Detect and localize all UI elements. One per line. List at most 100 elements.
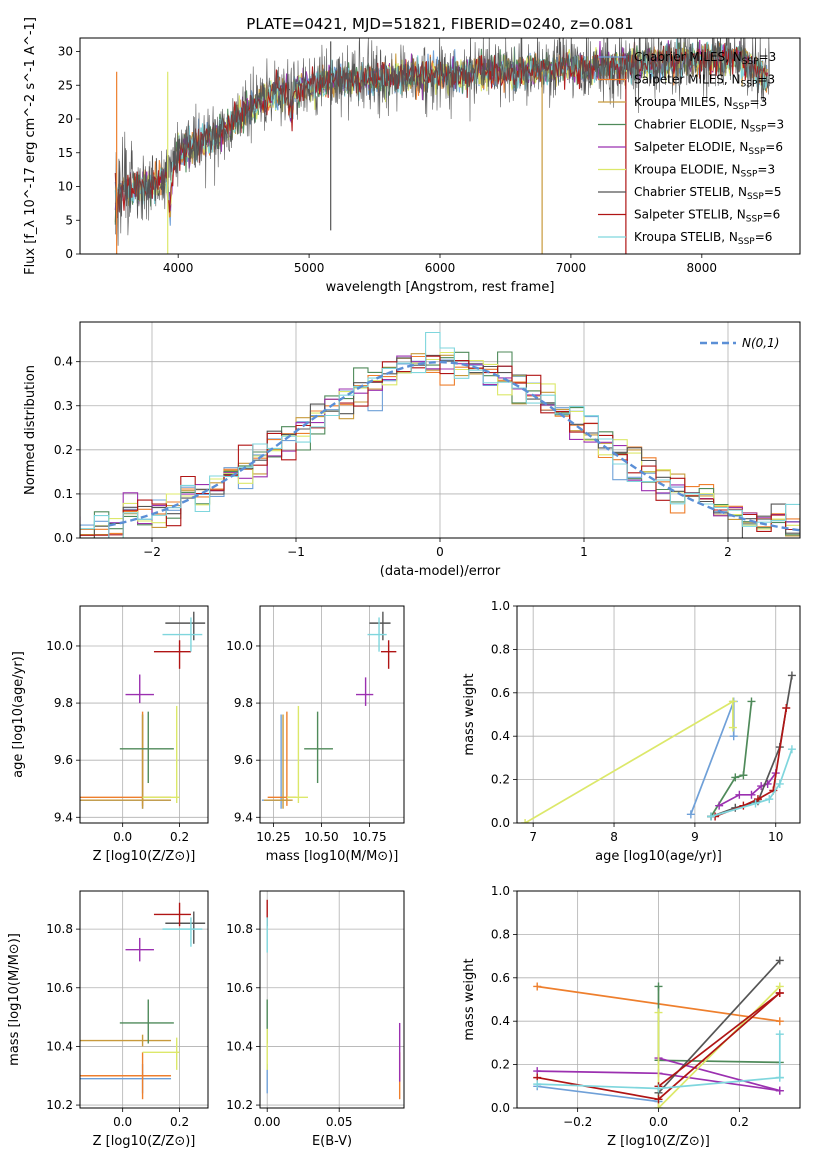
x-axis-label: (data-model)/error	[380, 564, 501, 579]
weight-line	[658, 1057, 781, 1092]
weight-line	[710, 701, 753, 817]
weight-marker	[775, 1017, 784, 1026]
legend-entry: Chabrier MILES, NSSP=3	[634, 50, 776, 67]
y-tick-label: 0.1	[54, 487, 73, 501]
weight-marker	[729, 732, 738, 741]
legend-entry: Kroupa ELODIE, NSSP=3	[634, 163, 775, 180]
weight-marker	[728, 723, 737, 732]
weight-marker	[753, 795, 762, 804]
x-tick-label: 8000	[687, 261, 718, 275]
x-tick-label: 0.2	[170, 830, 189, 844]
y-tick-label: 0.8	[491, 927, 510, 941]
weight-marker	[707, 812, 716, 821]
plot-area	[80, 611, 206, 809]
y-axis-label: mass [log10(M/M⊙)]	[7, 933, 22, 1066]
x-axis-label: Z [log10(Z/Z⊙)]	[607, 1134, 710, 1149]
y-tick-label: 0.3	[54, 399, 73, 413]
panel-mass-vs-Z: 0.0 0.2 10.2 10.4 10.6 10.8 Z [log10(Z/Z⊙)] mas…	[7, 890, 209, 1149]
y-tick-label: 10.0	[46, 639, 73, 653]
weight-marker	[747, 697, 756, 706]
legend: Chabrier MILES, NSSP=3 Salpeter MILES, NS…	[598, 50, 784, 247]
y-tick-label: 9.4	[54, 810, 73, 824]
legend-entry: Salpeter MILES, NSSP=3	[634, 73, 775, 90]
y-tick-label: 0.4	[54, 355, 73, 369]
y-axis-label: age [log10(age/yr)]	[11, 651, 26, 778]
axes-frame	[516, 890, 801, 1109]
x-tick-label: 7000	[556, 261, 587, 275]
weight-marker	[775, 1086, 784, 1095]
panel-mass-weight-vs-age: 7 8 9 10 0.0 0.2 0.4 0.6 0.8 1.0 age [log10(age/yr…	[462, 599, 801, 864]
weight-marker	[765, 795, 774, 804]
weight-line	[657, 992, 781, 1087]
weight-marker	[735, 790, 744, 799]
y-tick-label: 10.4	[226, 1039, 253, 1053]
y-tick-label: 25	[58, 78, 73, 92]
panel-age-vs-mass: 10.25 10.50 10.75 9.4 9.6 9.8 10.0 mass [log10(…	[226, 605, 405, 864]
y-tick-label: 9.8	[234, 696, 253, 710]
x-tick-label: 0.0	[113, 830, 132, 844]
y-tick-label: 10.6	[226, 981, 253, 995]
x-tick-label: 0	[436, 545, 444, 559]
x-tick-label: −2	[143, 545, 161, 559]
y-tick-label: 10.6	[46, 981, 73, 995]
histogram-step	[80, 355, 800, 538]
weight-marker	[728, 697, 737, 706]
y-tick-label: 0.2	[491, 773, 510, 787]
plot-area	[521, 671, 796, 823]
axes-frame	[79, 321, 801, 539]
weight-marker	[775, 956, 784, 965]
x-tick-label: 2	[724, 545, 732, 559]
y-tick-label: 0.4	[491, 1014, 510, 1028]
y-tick-label: 0	[65, 247, 73, 261]
y-tick-label: 0.8	[491, 642, 510, 656]
axes-frame	[79, 605, 209, 824]
x-tick-label: −0.2	[563, 1115, 592, 1129]
y-axis-label: Normed distribution	[23, 365, 38, 495]
axes-frame	[259, 605, 405, 824]
plot-area	[261, 611, 397, 809]
x-tick-label: −1	[287, 545, 305, 559]
weight-marker	[775, 1073, 784, 1082]
y-tick-label: 0.0	[491, 1101, 510, 1115]
x-axis-label: Z [log10(Z/Z⊙)]	[93, 849, 196, 864]
axes-frame	[516, 605, 801, 824]
legend-entry: Chabrier ELODIE, NSSP=3	[634, 118, 784, 135]
x-tick-label: 10.25	[256, 830, 290, 844]
x-tick-label: 0.00	[254, 1115, 281, 1129]
x-axis-label: E(B-V)	[312, 1134, 352, 1149]
weight-marker	[775, 1030, 784, 1039]
y-axis-label: mass weight	[462, 673, 477, 755]
weight-marker	[654, 1008, 663, 1017]
weight-marker	[747, 790, 756, 799]
panel-mass-weight-vs-Z: −0.2 0.0 0.2 0.0 0.2 0.4 0.6 0.8 1.0 Z [log10(Z/Z…	[462, 884, 801, 1149]
y-tick-label: 0.2	[491, 1058, 510, 1072]
legend-entry: Kroupa MILES, NSSP=3	[634, 95, 767, 112]
plot-area	[266, 899, 401, 1100]
x-axis-label: wavelength [Angstrom, rest frame]	[326, 280, 555, 295]
x-axis-label: age [log10(age/yr)]	[595, 849, 722, 864]
weight-marker	[521, 819, 530, 823]
legend-entry: Salpeter STELIB, NSSP=6	[634, 208, 780, 225]
weight-marker	[787, 745, 796, 754]
y-tick-label: 0.6	[491, 971, 510, 985]
x-tick-label: 0.2	[170, 1115, 189, 1129]
y-tick-label: 0.0	[491, 816, 510, 830]
panel-residual-histogram: −2 −1 0 1 2 0.0 0.1 0.2 0.3 0.4 (data-model)/error…	[23, 321, 801, 579]
axes-frame	[79, 890, 209, 1109]
legend-entry: N(0,1)	[742, 336, 779, 350]
histogram-step	[80, 331, 800, 538]
x-tick-label: 0.2	[730, 1115, 749, 1129]
y-tick-label: 0.6	[491, 686, 510, 700]
weight-marker	[775, 988, 784, 997]
legend-entry: Salpeter ELODIE, NSSP=6	[634, 140, 783, 157]
y-tick-label: 30	[58, 45, 73, 59]
weight-line	[718, 772, 777, 807]
y-tick-label: 0.0	[54, 531, 73, 545]
y-tick-label: 10.8	[226, 922, 253, 936]
x-tick-label: 10	[768, 830, 783, 844]
x-tick-label: 5000	[294, 261, 325, 275]
y-tick-label: 10.8	[46, 922, 73, 936]
x-tick-label: 6000	[425, 261, 456, 275]
normal-reference-curve	[108, 360, 800, 532]
